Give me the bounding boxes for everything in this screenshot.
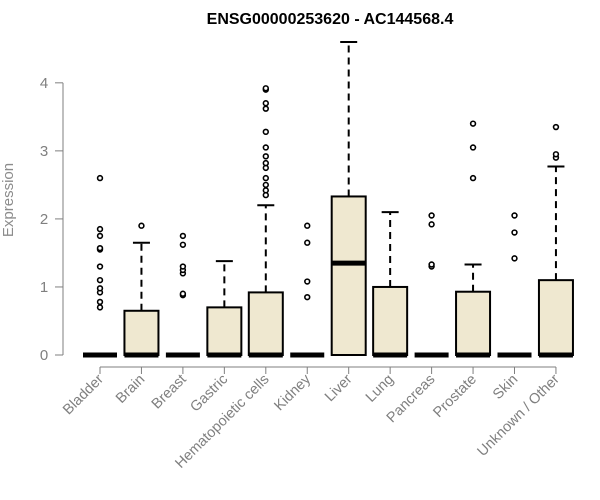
box-group: [372, 211, 409, 358]
x-tick-label: Lung: [363, 372, 397, 406]
outlier-point: [304, 278, 311, 285]
box-group: [414, 212, 449, 358]
box-group: [497, 212, 532, 358]
outlier-point: [304, 222, 311, 229]
y-tick-label: 0: [40, 347, 48, 364]
outlier-point: [469, 144, 477, 151]
outlier-point: [179, 290, 187, 297]
outlier-point: [469, 120, 477, 127]
outlier-point: [262, 128, 269, 136]
outlier-point: [552, 123, 560, 131]
box-body: [123, 309, 160, 356]
outlier-point: [304, 239, 311, 246]
outlier-point: [96, 244, 104, 252]
x-tick-label: Breast: [149, 372, 190, 413]
box-group: [123, 222, 160, 358]
box-group: [290, 222, 325, 358]
outlier-point: [262, 174, 269, 182]
outlier-point: [262, 100, 269, 107]
box-group: [247, 85, 284, 358]
outlier-point: [511, 255, 518, 262]
outlier-point: [96, 304, 104, 311]
outlier-point: [262, 181, 269, 189]
outlier-point: [428, 212, 435, 219]
outlier-point: [96, 174, 104, 182]
box-body: [372, 285, 409, 356]
box-group: [330, 41, 367, 356]
x-tick-label: Prostate: [430, 372, 479, 421]
y-tick-label: 2: [40, 211, 48, 228]
box-plot-series: [83, 41, 574, 358]
outlier-point: [428, 221, 435, 228]
box-group: [206, 260, 243, 358]
y-axis: 0 1 2 3 4: [40, 75, 64, 364]
chart-title: ENSG00000253620 - AC144568.4: [207, 11, 454, 28]
outlier-point: [179, 241, 187, 248]
y-tick-label: 3: [40, 143, 48, 160]
x-tick-label: Skin: [490, 372, 521, 403]
outlier-point: [262, 144, 269, 151]
outlier-point: [304, 293, 311, 301]
box-body: [330, 195, 367, 356]
box-group: [165, 232, 200, 358]
outlier-point: [511, 229, 518, 236]
y-axis-label: Expression: [0, 163, 17, 237]
outlier-point: [96, 276, 104, 284]
outlier-point: [262, 85, 269, 92]
outlier-point: [179, 232, 187, 240]
outlier-point: [138, 222, 145, 229]
box-body: [206, 306, 243, 357]
y-tick-label: 4: [40, 75, 48, 92]
outlier-point: [179, 263, 187, 270]
x-tick-label: Brain: [113, 372, 148, 407]
outlier-point: [469, 174, 477, 182]
outlier-point: [262, 153, 269, 160]
outlier-point: [262, 187, 269, 194]
outlier-point: [552, 151, 560, 158]
box-group: [83, 174, 117, 358]
box-group: [455, 120, 492, 358]
outlier-point: [511, 212, 518, 219]
box-body: [537, 279, 574, 356]
outlier-point: [262, 159, 269, 167]
outlier-point: [96, 298, 104, 306]
x-tick-label: Kidney: [271, 371, 314, 414]
outlier-point: [96, 225, 104, 233]
outlier-point: [428, 261, 435, 268]
outlier-point: [96, 263, 104, 270]
outlier-point: [96, 232, 104, 240]
box-body: [247, 291, 284, 356]
outlier-point: [96, 285, 104, 292]
box-group: [537, 123, 574, 358]
outlier-point: [262, 105, 269, 112]
box-body: [455, 290, 492, 357]
x-tick-label: Bladder: [60, 371, 107, 418]
y-tick-label: 1: [40, 279, 48, 296]
x-tick-label: Liver: [322, 371, 356, 405]
